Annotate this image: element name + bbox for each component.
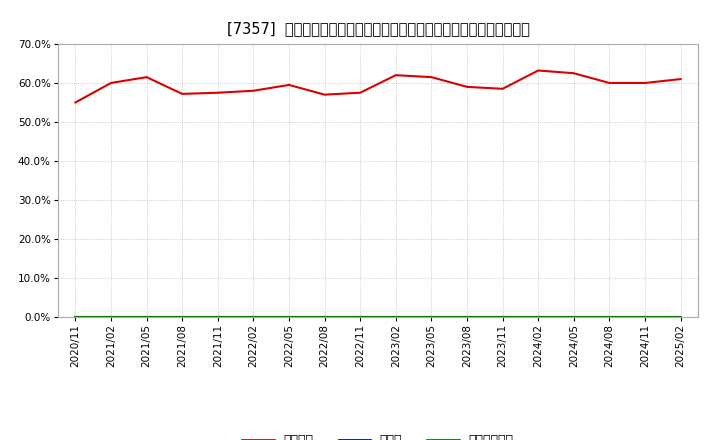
自己資本 — [356, 90, 364, 95]
自己資本 — [143, 74, 151, 80]
自己資本 — [498, 86, 507, 92]
自己資本 — [570, 70, 578, 76]
繰延税金資産 — [676, 314, 685, 319]
自己資本 — [605, 81, 613, 86]
のれん — [641, 314, 649, 319]
繰延税金資産 — [570, 314, 578, 319]
のれん — [498, 314, 507, 319]
繰延税金資産 — [392, 314, 400, 319]
のれん — [107, 314, 115, 319]
繰延税金資産 — [498, 314, 507, 319]
Legend: 自己資本, のれん, 繰延税金資産: 自己資本, のれん, 繰延税金資産 — [238, 429, 518, 440]
のれん — [427, 314, 436, 319]
自己資本 — [676, 77, 685, 82]
のれん — [356, 314, 364, 319]
Line: 自己資本: 自己資本 — [76, 70, 680, 103]
繰延税金資産 — [534, 314, 543, 319]
のれん — [676, 314, 685, 319]
のれん — [392, 314, 400, 319]
のれん — [570, 314, 578, 319]
自己資本 — [427, 74, 436, 80]
のれん — [320, 314, 329, 319]
のれん — [605, 314, 613, 319]
繰延税金資産 — [107, 314, 115, 319]
のれん — [534, 314, 543, 319]
繰延税金資産 — [427, 314, 436, 319]
のれん — [284, 314, 293, 319]
繰延税金資産 — [249, 314, 258, 319]
自己資本 — [463, 84, 472, 89]
繰延税金資産 — [284, 314, 293, 319]
自己資本 — [320, 92, 329, 97]
のれん — [143, 314, 151, 319]
自己資本 — [392, 73, 400, 78]
自己資本 — [213, 90, 222, 95]
のれん — [463, 314, 472, 319]
繰延税金資産 — [463, 314, 472, 319]
のれん — [213, 314, 222, 319]
Title: [7357]  自己資本、のれん、繰延税金資産の総資産に対する比率の推移: [7357] 自己資本、のれん、繰延税金資産の総資産に対する比率の推移 — [227, 21, 529, 36]
繰延税金資産 — [320, 314, 329, 319]
自己資本 — [284, 82, 293, 88]
繰延税金資産 — [143, 314, 151, 319]
のれん — [178, 314, 186, 319]
繰延税金資産 — [71, 314, 80, 319]
自己資本 — [71, 100, 80, 105]
繰延税金資産 — [356, 314, 364, 319]
自己資本 — [534, 68, 543, 73]
のれん — [249, 314, 258, 319]
繰延税金資産 — [641, 314, 649, 319]
繰延税金資産 — [213, 314, 222, 319]
自己資本 — [107, 81, 115, 86]
繰延税金資産 — [605, 314, 613, 319]
自己資本 — [178, 91, 186, 96]
のれん — [71, 314, 80, 319]
繰延税金資産 — [178, 314, 186, 319]
自己資本 — [249, 88, 258, 93]
自己資本 — [641, 81, 649, 86]
